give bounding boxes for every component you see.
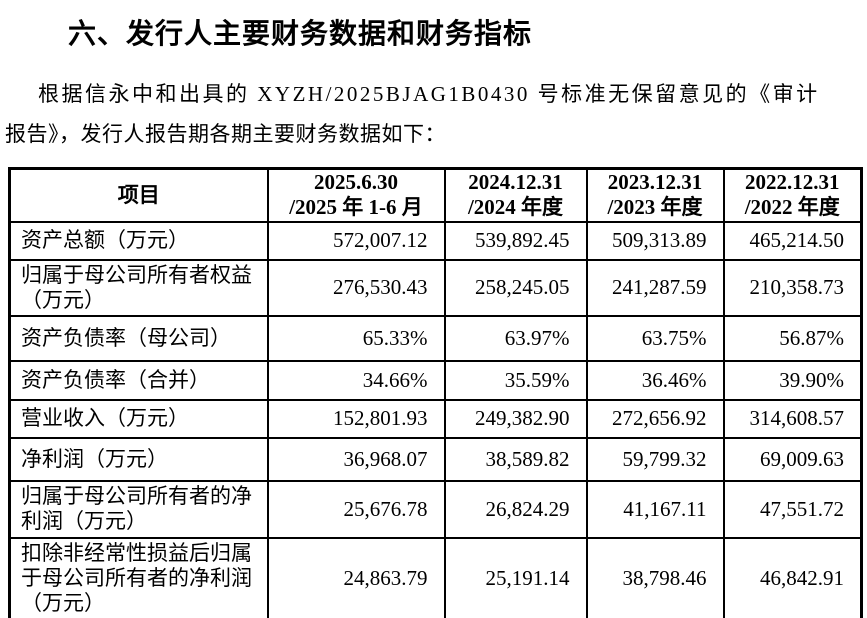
cell-value: 65.33% — [266, 314, 446, 362]
table-row-parent-net-profit: 归属于母公司所有者的净利润（万元） 25,676.78 26,824.29 41… — [8, 479, 863, 539]
cell-value: 34.66% — [266, 359, 446, 401]
cell-value: 539,892.45 — [443, 220, 588, 261]
table-row-revenue: 营业收入（万元） 152,801.93 249,382.90 272,656.9… — [8, 398, 863, 439]
header-line: 2024.12.31 — [468, 170, 563, 195]
header-line: /2022 年度 — [744, 195, 840, 220]
intro-paragraph-line-1: 根据信永中和出具的 XYZH/2025BJAG1B0430 号标准无保留意见的《… — [38, 82, 820, 106]
header-line: 2023.12.31 — [607, 170, 703, 195]
intro-paragraph-line-2: 报告》，发行人报告期各期主要财务数据如下： — [5, 122, 446, 146]
header-line: /2025 年 1-6 月 — [289, 195, 423, 220]
row-label: 资产负债率（合并） — [8, 359, 269, 401]
cell-value: 276,530.43 — [266, 258, 446, 317]
row-label: 净利润（万元） — [8, 436, 269, 482]
financial-data-table: 项目 2025.6.30 /2025 年 1-6 月 2024.12.31 /2… — [8, 167, 863, 618]
section-heading: 六、发行人主要财务数据和财务指标 — [68, 18, 533, 49]
table-row-net-profit: 净利润（万元） 36,968.07 38,589.82 59,799.32 69… — [8, 436, 863, 482]
row-label: 归属于母公司所有者权益（万元） — [8, 258, 269, 317]
col-header-2024: 2024.12.31 /2024 年度 — [443, 167, 588, 223]
cell-value: 25,191.14 — [443, 536, 588, 618]
cell-value: 41,167.11 — [585, 479, 725, 539]
table-row-debt-ratio-consolidated: 资产负债率（合并） 34.66% 35.59% 36.46% 39.90% — [8, 359, 863, 401]
cell-value: 63.75% — [585, 314, 725, 362]
header-line: 项目 — [117, 182, 160, 207]
cell-value: 46,842.91 — [722, 536, 863, 618]
cell-value: 25,676.78 — [266, 479, 446, 539]
table-row-deducted-parent-net-profit: 扣除非经常性损益后归属于母公司所有者的净利润（万元） 24,863.79 25,… — [8, 536, 863, 618]
cell-value: 24,863.79 — [266, 536, 446, 618]
col-header-2022: 2022.12.31 /2022 年度 — [722, 167, 863, 223]
header-line: 2022.12.31 — [745, 170, 840, 195]
col-header-2023: 2023.12.31 /2023 年度 — [585, 167, 725, 223]
cell-value: 465,214.50 — [722, 220, 863, 261]
cell-value: 39.90% — [722, 359, 863, 401]
cell-value: 314,608.57 — [722, 398, 863, 439]
col-header-2025-h1: 2025.6.30 /2025 年 1-6 月 — [266, 167, 446, 223]
table-row-total-assets: 资产总额（万元） 572,007.12 539,892.45 509,313.8… — [8, 220, 863, 261]
row-label: 资产总额（万元） — [8, 220, 269, 261]
cell-value: 26,824.29 — [443, 479, 588, 539]
header-line: /2024 年度 — [467, 195, 564, 220]
cell-value: 38,589.82 — [443, 436, 588, 482]
cell-value: 38,798.46 — [585, 536, 725, 618]
cell-value: 272,656.92 — [585, 398, 725, 439]
cell-value: 69,009.63 — [722, 436, 863, 482]
cell-value: 47,551.72 — [722, 479, 863, 539]
cell-value: 59,799.32 — [585, 436, 725, 482]
cell-value: 36.46% — [585, 359, 725, 401]
header-line: /2023 年度 — [607, 195, 703, 220]
row-label: 资产负债率（母公司） — [8, 314, 269, 362]
header-line: 2025.6.30 — [314, 170, 398, 195]
cell-value: 56.87% — [722, 314, 863, 362]
cell-value: 35.59% — [443, 359, 588, 401]
cell-value: 36,968.07 — [266, 436, 446, 482]
table-header-row: 项目 2025.6.30 /2025 年 1-6 月 2024.12.31 /2… — [8, 167, 863, 223]
cell-value: 572,007.12 — [266, 220, 446, 261]
col-header-item: 项目 — [8, 167, 269, 223]
cell-value: 210,358.73 — [722, 258, 863, 317]
cell-value: 241,287.59 — [585, 258, 725, 317]
cell-value: 258,245.05 — [443, 258, 588, 317]
row-label: 扣除非经常性损益后归属于母公司所有者的净利润（万元） — [8, 536, 269, 618]
table-row-parent-equity: 归属于母公司所有者权益（万元） 276,530.43 258,245.05 24… — [8, 258, 863, 317]
cell-value: 152,801.93 — [266, 398, 446, 439]
cell-value: 63.97% — [443, 314, 588, 362]
row-label: 归属于母公司所有者的净利润（万元） — [8, 479, 269, 539]
cell-value: 509,313.89 — [585, 220, 725, 261]
row-label: 营业收入（万元） — [8, 398, 269, 439]
table-row-debt-ratio-parent: 资产负债率（母公司） 65.33% 63.97% 63.75% 56.87% — [8, 314, 863, 362]
cell-value: 249,382.90 — [443, 398, 588, 439]
